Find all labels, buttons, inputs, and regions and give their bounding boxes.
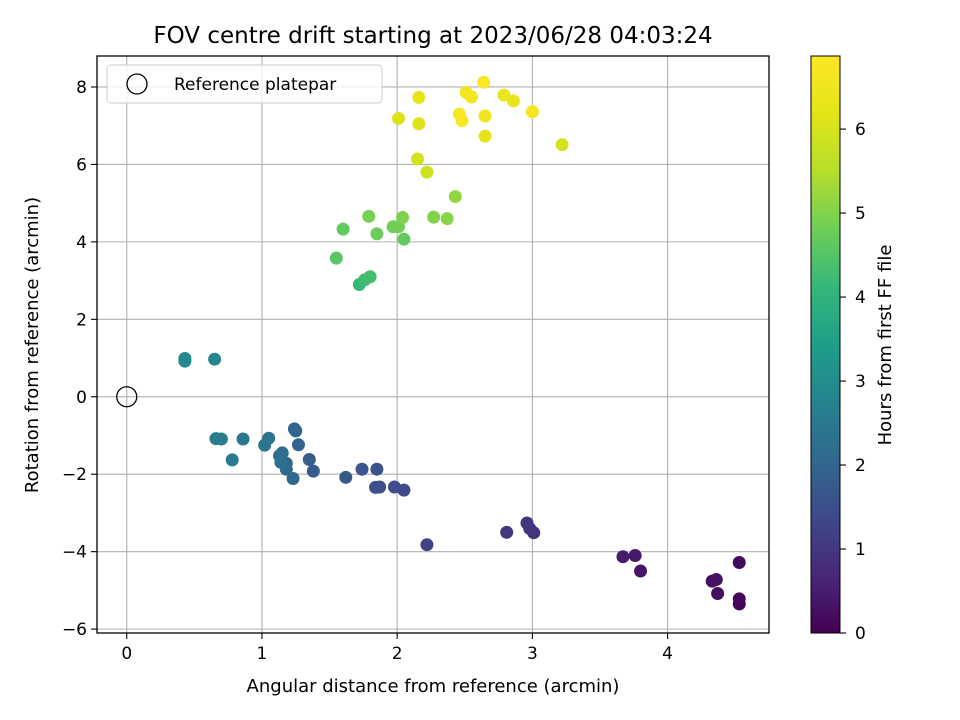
data-point — [306, 464, 320, 478]
data-point — [628, 549, 642, 563]
data-point — [412, 90, 426, 104]
data-point — [396, 210, 410, 224]
data-point — [420, 165, 434, 179]
y-tick-label: −2 — [62, 465, 87, 485]
y-tick-label: 6 — [76, 155, 87, 175]
colorbar-tick-label: 6 — [855, 120, 866, 140]
y-axis-ticks: −6 −4 −2 0 2 4 6 8 — [62, 78, 97, 640]
data-point — [363, 270, 377, 284]
colorbar-tick-label: 0 — [855, 624, 866, 644]
data-point — [709, 573, 723, 587]
y-tick-label: 0 — [76, 388, 87, 408]
chart-title: FOV centre drift starting at 2023/06/28 … — [153, 23, 712, 49]
data-point — [209, 432, 223, 446]
plot-frame — [96, 55, 770, 634]
data-point — [302, 453, 316, 467]
colorbar-label: Hours from first FF file — [875, 245, 896, 446]
data-point — [478, 109, 492, 123]
y-tick-label: 8 — [76, 78, 87, 98]
data-point — [362, 209, 376, 223]
data-point — [289, 424, 303, 438]
data-point — [477, 75, 491, 89]
data-point — [291, 438, 305, 452]
data-point — [506, 94, 520, 108]
colorbar-tick-label: 3 — [855, 372, 866, 392]
data-point — [397, 232, 411, 246]
data-point — [329, 251, 343, 265]
reference-point-marker — [116, 386, 138, 408]
data-point — [370, 227, 384, 241]
x-tick-label: 4 — [662, 644, 673, 664]
data-point — [225, 453, 239, 467]
data-point — [258, 438, 272, 452]
x-tick-label: 3 — [527, 644, 538, 664]
data-point — [178, 354, 192, 368]
data-point — [370, 462, 384, 476]
colorbar-tick-label: 5 — [855, 204, 866, 224]
data-point — [420, 538, 434, 552]
data-point — [525, 105, 539, 119]
data-point — [440, 212, 454, 226]
x-tick-label: 2 — [392, 644, 403, 664]
y-tick-label: −4 — [62, 543, 87, 563]
data-point — [711, 587, 725, 601]
data-point — [500, 525, 514, 539]
data-point — [236, 432, 250, 446]
grid — [97, 56, 769, 633]
legend-entry-label: Reference platepar — [174, 75, 336, 95]
data-point — [497, 88, 511, 102]
data-point — [427, 210, 441, 224]
colorbar-tick-label: 2 — [855, 456, 866, 476]
data-point — [355, 462, 369, 476]
data-point — [459, 85, 473, 99]
data-point — [392, 111, 406, 125]
data-point — [336, 222, 350, 236]
x-axis-label: Angular distance from reference (arcmin) — [247, 676, 620, 697]
y-tick-label: −6 — [62, 620, 87, 640]
data-point — [448, 190, 462, 204]
data-point — [520, 516, 534, 530]
colorbar: 0 1 2 3 4 5 6 Hours from first FF file — [810, 55, 896, 644]
data-points — [116, 75, 746, 611]
data-point — [634, 564, 648, 578]
colorbar-ticks: 0 1 2 3 4 5 6 — [840, 120, 866, 644]
data-point — [387, 480, 401, 494]
data-point — [555, 138, 569, 152]
data-point — [286, 471, 300, 485]
data-point — [616, 550, 630, 564]
data-point — [410, 152, 424, 166]
legend: Reference platepar — [106, 64, 383, 104]
data-point — [274, 455, 288, 469]
data-point — [369, 480, 383, 494]
x-tick-label: 1 — [257, 644, 268, 664]
x-tick-label: 0 — [121, 644, 132, 664]
data-point — [208, 352, 222, 366]
legend-box — [106, 64, 383, 104]
y-tick-label: 4 — [76, 233, 87, 253]
colorbar-tick-label: 1 — [855, 540, 866, 560]
data-point — [732, 592, 746, 606]
legend-reference-marker — [126, 73, 148, 95]
data-point — [339, 470, 353, 484]
y-tick-label: 2 — [76, 310, 87, 330]
y-axis-label: Rotation from reference (arcmin) — [22, 197, 43, 493]
x-axis-ticks: 0 1 2 3 4 — [121, 633, 673, 664]
colorbar-tick-label: 4 — [855, 288, 866, 308]
data-point — [455, 114, 469, 128]
colorbar-gradient — [810, 55, 841, 634]
data-point — [412, 117, 426, 131]
data-point — [732, 556, 746, 570]
data-point — [478, 129, 492, 143]
